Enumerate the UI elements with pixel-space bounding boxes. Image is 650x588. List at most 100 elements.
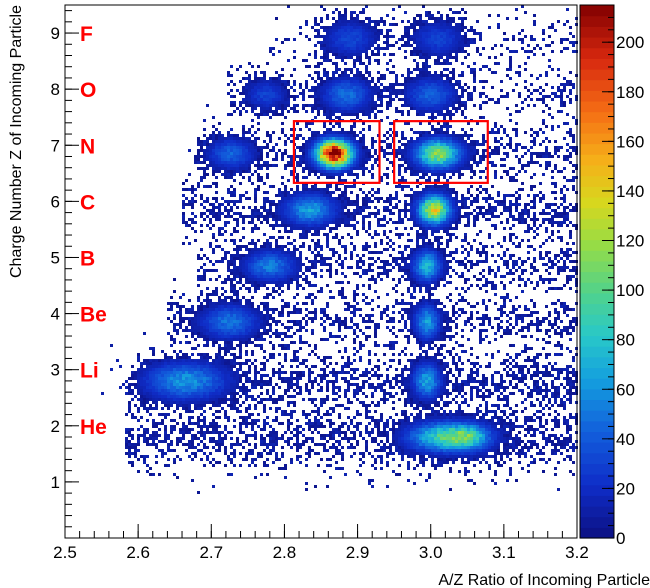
heatmap-cell [371,146,374,149]
heatmap-cell [437,137,440,140]
heatmap-cell [470,29,473,32]
heatmap-cell [428,83,431,86]
heatmap-cell [401,131,404,134]
heatmap-cell [452,20,455,23]
heatmap-cell [533,152,536,155]
heatmap-cell [320,143,323,146]
heatmap-cell [314,155,317,158]
heatmap-cell [308,227,311,230]
heatmap-cell [284,149,287,152]
heatmap-cell [524,209,527,212]
heatmap-cell [464,206,467,209]
heatmap-cell [389,59,392,62]
heatmap-cell [428,11,431,14]
heatmap-cell [299,254,302,257]
heatmap-cell [332,80,335,83]
heatmap-cell [434,257,437,260]
heatmap-cell [257,239,260,242]
heatmap-cell [416,47,419,50]
heatmap-cell [440,143,443,146]
heatmap-cell [449,200,452,203]
heatmap-cell [260,221,263,224]
heatmap-cell [290,224,293,227]
heatmap-cell [407,32,410,35]
heatmap-cell [533,212,536,215]
heatmap-cell [410,50,413,53]
heatmap-cell [413,101,416,104]
heatmap-cell [491,161,494,164]
heatmap-cell [317,113,320,116]
heatmap-cell [416,194,419,197]
heatmap-cell [326,35,329,38]
heatmap-cell [341,146,344,149]
heatmap-cell [419,155,422,158]
heatmap-cell [335,203,338,206]
heatmap-cell [374,149,377,152]
heatmap-cell [323,233,326,236]
heatmap-cell [551,170,554,173]
heatmap-cell [566,257,569,260]
heatmap-cell [377,212,380,215]
heatmap-cell [284,215,287,218]
heatmap-cell [410,44,413,47]
heatmap-cell [536,218,539,221]
heatmap-cell [563,89,566,92]
heatmap-cell [506,152,509,155]
heatmap-cell [251,221,254,224]
heatmap-cell [422,158,425,161]
heatmap-cell [359,47,362,50]
heatmap-cell [449,53,452,56]
heatmap-cell [311,110,314,113]
heatmap-cell [281,158,284,161]
heatmap-cell [275,194,278,197]
heatmap-cell [464,101,467,104]
heatmap-cell [221,140,224,143]
heatmap-cell [395,92,398,95]
heatmap-cell [560,92,563,95]
heatmap-cell [572,35,575,38]
heatmap-cell [539,143,542,146]
heatmap-cell [566,122,569,125]
heatmap-cell [233,263,236,266]
heatmap-cell [431,95,434,98]
heatmap-cell [554,95,557,98]
heatmap-cell [356,53,359,56]
heatmap-cell [359,104,362,107]
heatmap-cell [371,251,374,254]
heatmap-cell [452,218,455,221]
heatmap-cell [509,176,512,179]
heatmap-cell [326,92,329,95]
heatmap-cell [299,224,302,227]
heatmap-cell [338,32,341,35]
heatmap-cell [266,134,269,137]
heatmap-cell [431,206,434,209]
heatmap-cell [569,128,572,131]
heatmap-cell [281,254,284,257]
heatmap-cell [473,74,476,77]
heatmap-cell [566,224,569,227]
heatmap-cell [566,206,569,209]
heatmap-cell [434,209,437,212]
heatmap-cell [434,104,437,107]
heatmap-cell [209,146,212,149]
heatmap-cell [326,194,329,197]
heatmap-cell [230,104,233,107]
heatmap-cell [320,200,323,203]
heatmap-cell [428,146,431,149]
heatmap-cell [401,104,404,107]
heatmap-cell [392,206,395,209]
heatmap-cell [449,92,452,95]
heatmap-cell [560,83,563,86]
heatmap-cell [347,32,350,35]
heatmap-cell [254,140,257,143]
heatmap-cell [431,80,434,83]
heatmap-cell [347,110,350,113]
heatmap-cell [395,89,398,92]
heatmap-cell [326,200,329,203]
heatmap-cell [311,122,314,125]
heatmap-cell [437,98,440,101]
heatmap-cell [302,194,305,197]
heatmap-cell [242,140,245,143]
heatmap-cell [245,257,248,260]
heatmap-cell [428,221,431,224]
